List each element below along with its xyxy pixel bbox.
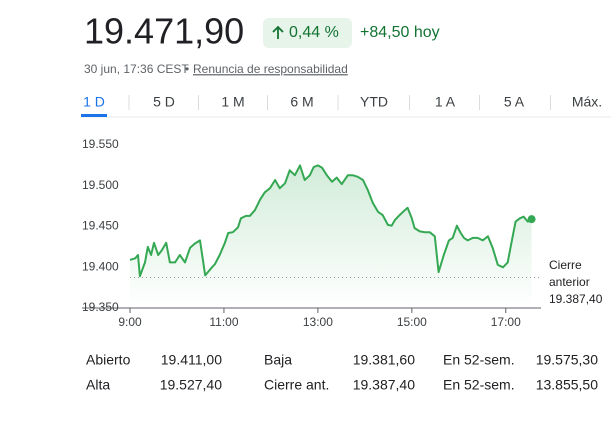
y-tick-label: 19.400 xyxy=(82,259,119,273)
stat-label: Baja xyxy=(264,352,292,368)
tab[interactable]: 5 A xyxy=(504,94,525,110)
stat-label: Cierre ant. xyxy=(264,377,329,393)
price: 19.471,90 xyxy=(84,11,244,52)
stat-value: 19.381,60 xyxy=(353,352,415,368)
plot: 19.350 19.400 19.450 19.500 19.550 9:00 11:00 1… xyxy=(82,137,603,329)
previous-close-label: Cierre xyxy=(549,258,582,272)
y-tick-label: 19.500 xyxy=(82,178,119,192)
separator: • xyxy=(185,62,189,76)
stat-label: Abierto xyxy=(86,352,131,368)
up-arrow xyxy=(272,25,284,39)
tab[interactable]: 1 A xyxy=(435,94,456,110)
x-tick-label: 15:00 xyxy=(397,315,427,329)
previous-close-label: anterior xyxy=(549,275,590,289)
change-badge xyxy=(263,18,352,48)
stat-label: En 52-sem. xyxy=(443,352,515,368)
x-tick-label: 17:00 xyxy=(491,315,521,329)
y-tick-label: 19.350 xyxy=(82,300,119,314)
stat-label: Alta xyxy=(86,377,110,393)
y-tick-label: 19.450 xyxy=(82,219,119,233)
tab[interactable]: Máx. xyxy=(572,94,602,110)
tab[interactable]: 1 D xyxy=(83,94,105,110)
stat-value: 19.575,30 xyxy=(536,352,598,368)
stats: Abierto 19.411,00 Baja 19.381,60 En 52-sem. 1… xyxy=(86,352,598,393)
tab[interactable]: 6 M xyxy=(290,94,313,110)
y-tick-label: 19.550 xyxy=(82,137,119,151)
stat-value: 19.387,40 xyxy=(353,377,415,393)
tab[interactable]: 5 D xyxy=(153,94,175,110)
stat-value: 19.527,40 xyxy=(160,377,222,393)
tab[interactable]: 1 M xyxy=(221,94,244,110)
x-tick-label: 11:00 xyxy=(209,315,238,329)
tab-indicator xyxy=(81,114,107,117)
stat-value: 13.855,50 xyxy=(536,377,598,393)
stat-value: 19.411,00 xyxy=(161,352,222,368)
area-fill xyxy=(130,165,532,308)
x-tick-label: 13:00 xyxy=(303,315,333,329)
stat-label: En 52-sem. xyxy=(443,377,515,393)
tabs: 1 D 5 D 1 M 6 M YTD 1 A 5 A Máx. xyxy=(81,94,602,117)
change-pct: 0,44 % xyxy=(289,24,339,41)
tab[interactable]: YTD xyxy=(360,94,388,110)
end-marker xyxy=(527,215,536,224)
timestamp: 30 jun, 17:36 CEST xyxy=(84,62,189,76)
change-abs: +84,50 hoy xyxy=(360,24,440,41)
disclaimer-link[interactable]: Renuncia de responsabilidad xyxy=(193,62,348,76)
price-line xyxy=(129,164,533,278)
x-tick-label: 9:00 xyxy=(118,315,142,329)
previous-close-value: 19.387,40 xyxy=(549,292,603,306)
